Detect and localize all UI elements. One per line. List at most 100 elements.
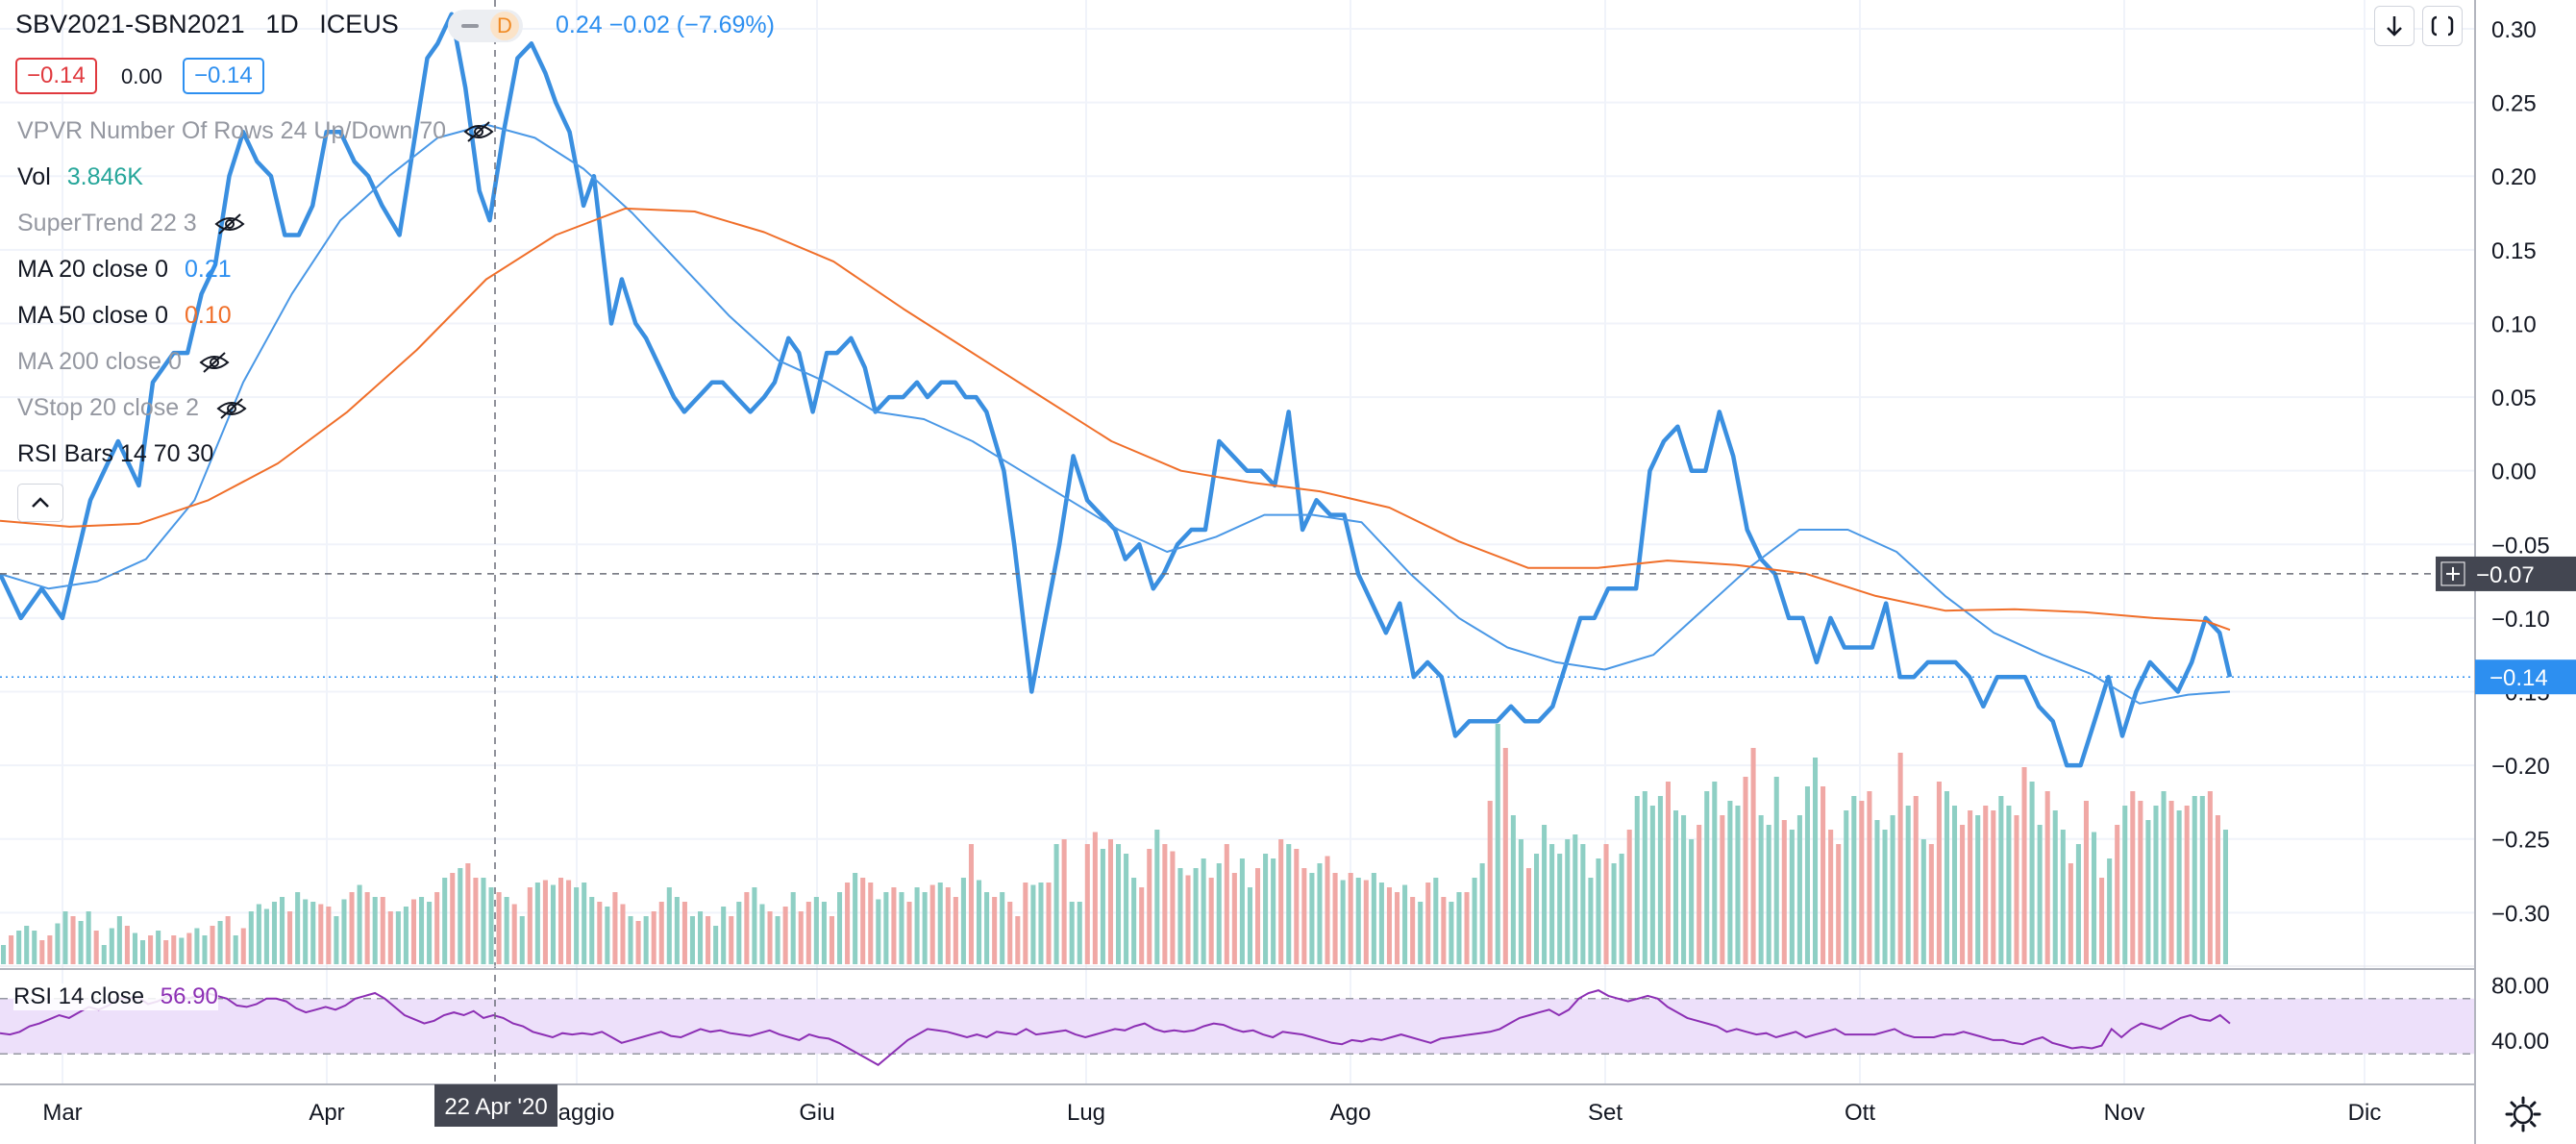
indicator-rsi-bars[interactable]: RSI Bars 14 70 30 [17, 440, 214, 467]
volume-bar [1867, 791, 1872, 964]
volume-bar [1619, 854, 1624, 964]
volume-bar [1077, 902, 1082, 964]
maximize-button[interactable] [2422, 6, 2463, 46]
volume-bar [1821, 786, 1826, 964]
volume-bar [109, 928, 114, 964]
volume-bar [1402, 884, 1408, 964]
volume-bar [853, 873, 858, 964]
hidden-eye-icon[interactable] [462, 120, 495, 143]
volume-bar [504, 897, 509, 964]
indicator-ma200[interactable]: MA 200 close 0 [17, 348, 231, 376]
volume-bar [24, 926, 30, 964]
volume-bar [1216, 863, 1222, 964]
volume-bar [666, 887, 672, 964]
price-tick-label: 0.00 [2491, 460, 2537, 485]
volume-bar [519, 916, 525, 964]
volume-bar [635, 921, 641, 964]
volume-bar [1124, 854, 1129, 964]
interval-label[interactable]: 1D [265, 10, 299, 38]
volume-bar [62, 911, 68, 964]
volume-bar [1789, 830, 1795, 964]
volume-bar [752, 887, 757, 964]
crosshair-date-tag [434, 1084, 557, 1127]
volume-bar [1642, 791, 1647, 964]
volume-bar [2052, 810, 2058, 964]
volume-bar [1100, 849, 1105, 964]
volume-bar [1944, 791, 1949, 964]
volume-bar [1549, 844, 1555, 964]
volume-bar [674, 897, 680, 964]
symbol-name[interactable]: SBV2021-SBN2021 [15, 10, 245, 38]
collapse-legend-button[interactable] [17, 484, 63, 522]
volume-bar [148, 935, 154, 964]
volume-bar [2145, 820, 2151, 964]
volume-bar [527, 887, 533, 964]
volume-bar [2176, 810, 2182, 964]
volume-bar [1649, 806, 1655, 964]
series-line-ma20 [0, 123, 2231, 705]
last-price-label: −0.14 [2489, 665, 2548, 691]
volume-bar [1023, 883, 1028, 964]
scroll-down-button[interactable] [2374, 6, 2415, 46]
volume-bar [605, 907, 610, 964]
volume-bar [1920, 839, 1926, 964]
buy-value-badge[interactable]: −0.14 [183, 58, 264, 94]
volume-bar [2006, 806, 2012, 964]
volume-bar [395, 911, 401, 964]
hidden-eye-icon[interactable] [213, 212, 246, 236]
volume-bar [1634, 796, 1640, 964]
volume-bar [2168, 801, 2174, 964]
volume-bar [790, 892, 796, 964]
volume-bar [2060, 830, 2066, 964]
volume-bar [1766, 825, 1771, 964]
volume-bar [1053, 844, 1059, 964]
volume-bar [410, 899, 416, 964]
volume-bar [1689, 839, 1695, 964]
indicator-vpvr[interactable]: VPVR Number Of Rows 24 Up/Down 70 [17, 117, 495, 145]
volume-bars [1, 724, 2228, 964]
volume-bar [240, 928, 246, 964]
volume-bar [171, 935, 177, 964]
hidden-eye-icon[interactable] [215, 397, 248, 420]
volume-bar [1363, 880, 1369, 964]
volume-bar [1046, 883, 1052, 964]
sell-value-badge[interactable]: −0.14 [15, 58, 97, 94]
indicator-supertrend[interactable]: SuperTrend 22 3 [17, 210, 246, 237]
indicator-vol[interactable]: Vol 3.846K [17, 163, 143, 190]
settings-button[interactable] [2499, 1090, 2547, 1138]
market-status-toggle[interactable]: D [448, 10, 523, 42]
volume-bar [1952, 806, 1958, 964]
price-axis: 0.30 0.25 0.20 0.15 0.10 0.05 0.00 −0.05 −0.10 −0… [2491, 17, 2550, 927]
volume-bar [295, 892, 301, 964]
volume-bar [1596, 858, 1601, 964]
volume-bar [2115, 825, 2120, 964]
volume-bar [837, 892, 843, 964]
volume-bar [1681, 815, 1687, 964]
symbol-title[interactable]: SBV2021-SBN2021 1D ICEUS [15, 10, 399, 39]
volume-bar [922, 892, 928, 964]
volume-bar [929, 884, 935, 964]
volume-bar [1038, 883, 1044, 964]
volume-bar [488, 887, 494, 964]
volume-bar [2099, 878, 2105, 964]
hidden-eye-icon[interactable] [198, 351, 231, 374]
indicator-ma50[interactable]: MA 50 close 0 0.10 [17, 302, 232, 329]
volume-bar [1913, 796, 1919, 964]
volume-bar [1487, 801, 1493, 964]
volume-bar [914, 887, 920, 964]
time-axis: Mar Apr Maggio Giu Lug Ago Set Ott Nov Dic [42, 1100, 2381, 1126]
indicator-vstop[interactable]: VStop 20 close 2 [17, 394, 248, 422]
crosshair-price-label: −0.07 [2476, 562, 2535, 588]
volume-bar [1107, 839, 1113, 964]
volume-bar [1294, 849, 1300, 964]
volume-bar [1386, 887, 1392, 964]
volume-bar [1534, 854, 1540, 964]
indicator-ma20[interactable]: MA 20 close 0 0.21 [17, 256, 232, 283]
volume-bar [2083, 801, 2089, 964]
volume-bar [1271, 858, 1276, 964]
volume-bar [798, 911, 804, 964]
volume-bar [2153, 806, 2159, 964]
rsi-legend[interactable]: RSI 14 close 56.90 [13, 983, 218, 1010]
volume-bar [2199, 796, 2205, 964]
